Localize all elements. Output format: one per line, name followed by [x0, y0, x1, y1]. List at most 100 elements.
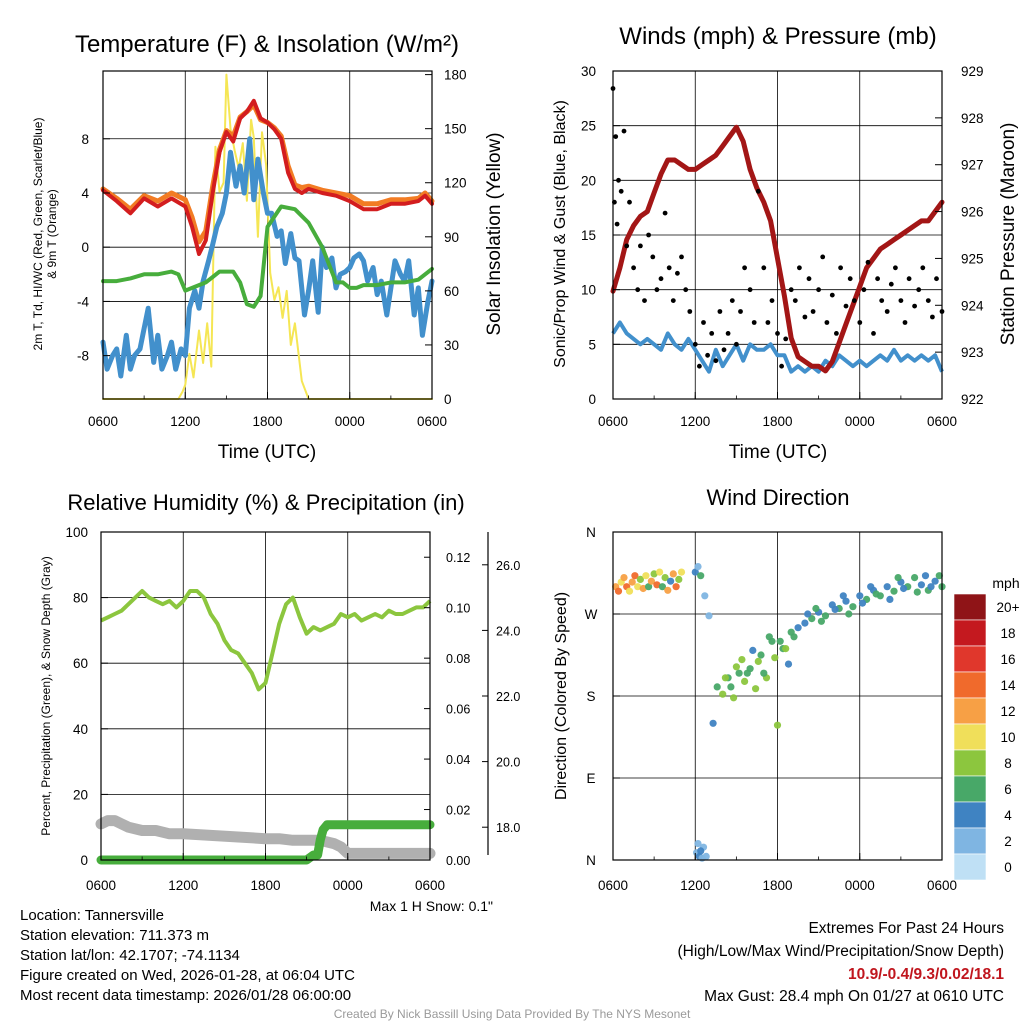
humidity-title: Relative Humidity (%) & Precipitation (i…: [67, 490, 464, 515]
direction-xtick-label: 1200: [680, 878, 710, 893]
direction-point: [645, 583, 653, 591]
gust-point: [810, 309, 816, 314]
direction-point: [911, 574, 919, 582]
humidity-ytick-left-label: 80: [73, 591, 88, 606]
direction-point: [765, 633, 773, 641]
temperature-panel: Temperature (F) & Insolation (W/m²) 0600…: [31, 31, 505, 463]
gust-point: [738, 309, 743, 314]
humidity-grid: [101, 532, 430, 860]
temperature-title: Temperature (F) & Insolation (W/m²): [75, 31, 459, 58]
direction-point: [667, 577, 675, 585]
direction-point: [677, 568, 686, 576]
gust-point: [769, 298, 775, 303]
gust-point: [934, 276, 939, 282]
direction-point: [749, 646, 757, 655]
direction-ytick-label: N: [586, 525, 596, 540]
temperature-ticks: 0600 1200 1800 0000 0600 8 4 0 -4 -8 180 150 120 90 60…: [77, 68, 467, 429]
direction-point: [694, 563, 702, 571]
direction-point: [620, 574, 628, 582]
footer-location: Location: Tannersville: [20, 907, 164, 924]
direction-point: [636, 575, 645, 584]
direction-panel: Wind Direction 0600 1200 1800 0000 0600NWSEN…: [553, 485, 1020, 893]
gust-point: [871, 331, 876, 336]
speed-legend-swatch: [953, 749, 987, 777]
direction-point: [743, 669, 751, 677]
gust-point: [884, 309, 890, 314]
direction-point: [886, 595, 894, 604]
gust-point: [721, 347, 727, 353]
direction-point: [839, 592, 847, 600]
winds-ytick-left-label: 30: [581, 64, 596, 79]
direction-point: [900, 584, 908, 593]
gust-point: [679, 254, 684, 260]
direction-point: [801, 619, 809, 627]
gust-point: [729, 298, 735, 303]
gust-point: [705, 352, 710, 358]
humidity-ytick-left-label: 20: [73, 787, 88, 802]
direction-point: [631, 572, 639, 580]
direction-point: [727, 683, 735, 691]
humidity-ticks: 0600 1200 1800 0000 0600 100 80 60 40 20 0 0.12 0.10…: [65, 525, 520, 893]
direction-point: [894, 574, 902, 582]
temperature-xtick-label: 0600: [417, 414, 447, 429]
gust-point: [829, 292, 835, 298]
temperature-ylabel-left-1: 2m T, Td, HI/WC (Red, Green, Scarlet/Blu…: [31, 118, 45, 351]
speed-legend-swatch: [953, 827, 987, 855]
direction-point: [653, 581, 661, 589]
snow-ytick-label: 18.0: [496, 821, 520, 835]
gust-point: [670, 298, 676, 303]
direction-point: [872, 590, 880, 598]
speed-legend-swatch: [953, 801, 987, 829]
gust-point: [893, 265, 898, 271]
gust-point: [675, 270, 680, 276]
winds-xtick-label: 1800: [762, 414, 792, 429]
direction-point: [721, 674, 730, 682]
gust-point: [658, 276, 664, 282]
temperature-ytick-left-label: -4: [77, 294, 89, 309]
direction-point: [787, 628, 795, 636]
gust-point: [761, 265, 767, 271]
direction-point: [691, 568, 699, 576]
winds-xtick-label: 0000: [845, 414, 875, 429]
direction-xtick-label: 0000: [845, 878, 875, 893]
temperature-ytick-left-label: -8: [77, 349, 89, 364]
direction-point: [634, 583, 642, 591]
gust-point: [654, 287, 660, 293]
winds-xlabel: Time (UTC): [729, 442, 828, 463]
direction-ytick-label: S: [586, 689, 595, 704]
max-gust: Max Gust: 28.4 mph On 01/27 at 0610 UTC: [704, 988, 1004, 1005]
humidity-ytick-left-label: 60: [73, 656, 88, 671]
insolation-ytick-label: 60: [444, 284, 459, 299]
pressure-ytick-label: 929: [961, 64, 984, 79]
direction-point: [661, 574, 669, 582]
humidity-panel: Relative Humidity (%) & Precipitation (i…: [39, 490, 520, 914]
direction-point: [656, 568, 664, 576]
direction-point: [709, 719, 717, 727]
speed-legend-swatch: [953, 593, 987, 621]
temperature-ytick-left-label: 8: [81, 132, 89, 147]
direction-point: [808, 615, 816, 623]
direction-ytick-label: E: [586, 771, 595, 786]
direction-point: [719, 690, 727, 698]
gust-point: [916, 287, 922, 293]
gust-point: [902, 320, 908, 325]
gust-point: [650, 254, 656, 260]
direction-ylabel: Direction (Colored By Speed): [553, 592, 570, 800]
gust-point: [906, 276, 912, 282]
direction-point: [628, 578, 636, 586]
direction-series: [612, 563, 946, 862]
gust-point: [898, 298, 904, 303]
pressure-line: [610, 124, 945, 374]
humidity-xtick-label: 0000: [333, 878, 363, 893]
humidity-ylabel-left: Percent, Precipitation (Green), & Snow D…: [39, 556, 53, 835]
direction-point: [856, 592, 864, 600]
temp-2m-line: [101, 98, 434, 256]
gust-point: [697, 363, 702, 369]
pressure-ytick-label: 927: [961, 158, 984, 173]
gust-point: [683, 287, 689, 293]
precip-ytick-label: 0.10: [446, 602, 470, 616]
direction-point: [804, 610, 812, 618]
gust-point: [621, 128, 627, 134]
speed-legend-swatch: [953, 697, 987, 725]
speed-legend-label: 12: [1000, 704, 1015, 719]
